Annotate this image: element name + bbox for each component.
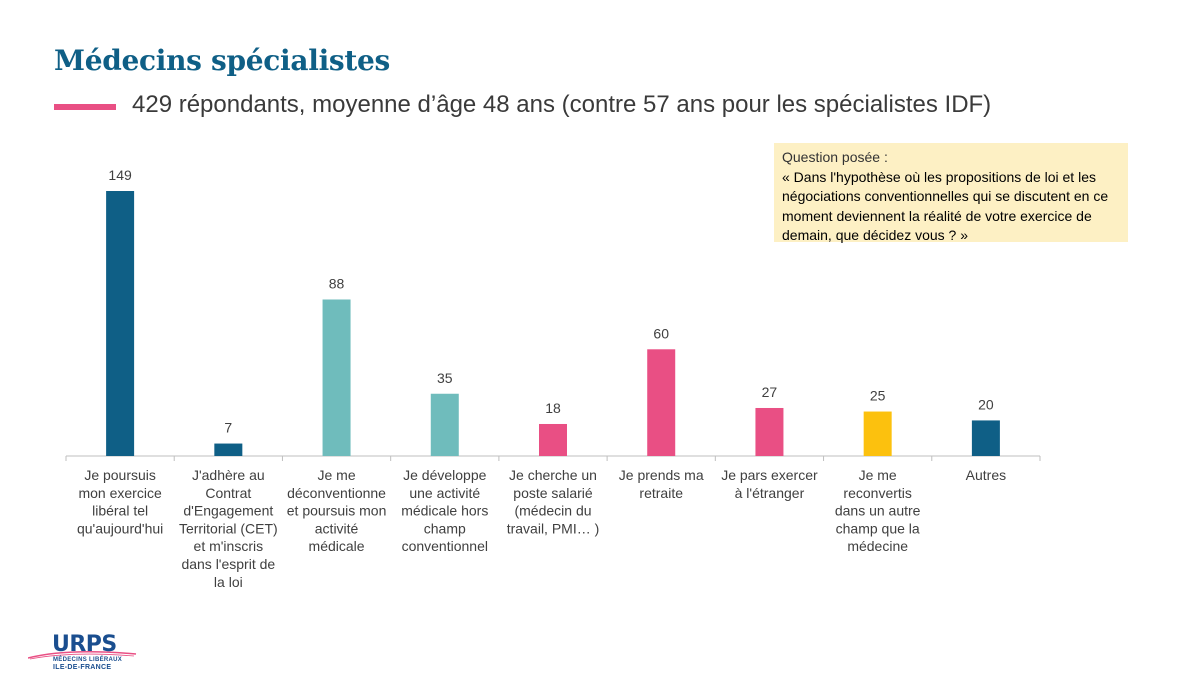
question-box: Question posée : « Dans l'hypothèse où l…: [774, 143, 1128, 243]
category-label: Je cherche un poste salarié (médecin du tra…: [507, 467, 600, 536]
bar: [214, 443, 243, 456]
bar: [647, 349, 676, 456]
bar: [755, 407, 784, 456]
logo-line2: ILE-DE-FRANCE: [53, 664, 112, 671]
data-label: 18: [545, 400, 561, 416]
question-label: Question posée :: [782, 149, 888, 165]
logo-swoosh-icon: [28, 651, 137, 660]
bar: [539, 423, 567, 456]
category-label: Je pars exercer à l'étranger: [721, 467, 818, 501]
category-label: Je me déconventionne et poursuis mon activi…: [287, 467, 387, 554]
logo-line1: MÉDECINS LIBÉRAUX: [53, 657, 123, 663]
category-label: Je prends ma retraite: [619, 467, 704, 501]
data-label: 27: [762, 384, 778, 400]
question-text: « Dans l'hypothèse où les propositions d…: [782, 168, 1109, 244]
data-label: 25: [870, 388, 886, 404]
category-label: Autres: [966, 467, 1006, 483]
data-label: 35: [437, 370, 453, 386]
data-label: 20: [978, 396, 994, 412]
urps-logo: URPS MÉDECINS LIBÉRAUX ILE-DE-FRANCE: [28, 632, 148, 672]
bar: [430, 393, 459, 456]
data-label: 88: [329, 275, 345, 291]
category-label: Je poursuis mon exercice libéral tel qu'auj…: [77, 467, 163, 536]
category-label: Je développe une activité médicale hors cha…: [401, 467, 488, 554]
chart-subtitle: 429 répondants, moyenne d’âge 48 ans (co…: [132, 91, 992, 118]
logo-name: URPS: [52, 632, 117, 657]
bar: [971, 420, 1000, 456]
data-label: 7: [224, 420, 232, 436]
bar: [863, 411, 892, 456]
category-label: J'adhère au Contrat d'Engagement Territoria…: [179, 467, 278, 590]
category-label: Je me reconvertis dans un autre champ que l…: [835, 467, 921, 554]
subtitle-accent-line: [54, 104, 116, 110]
data-label: 149: [108, 167, 132, 183]
bar: [322, 299, 351, 456]
bar: [106, 191, 135, 456]
data-label: 60: [653, 325, 669, 341]
chart-title: Médecins spécialistes: [54, 44, 390, 77]
